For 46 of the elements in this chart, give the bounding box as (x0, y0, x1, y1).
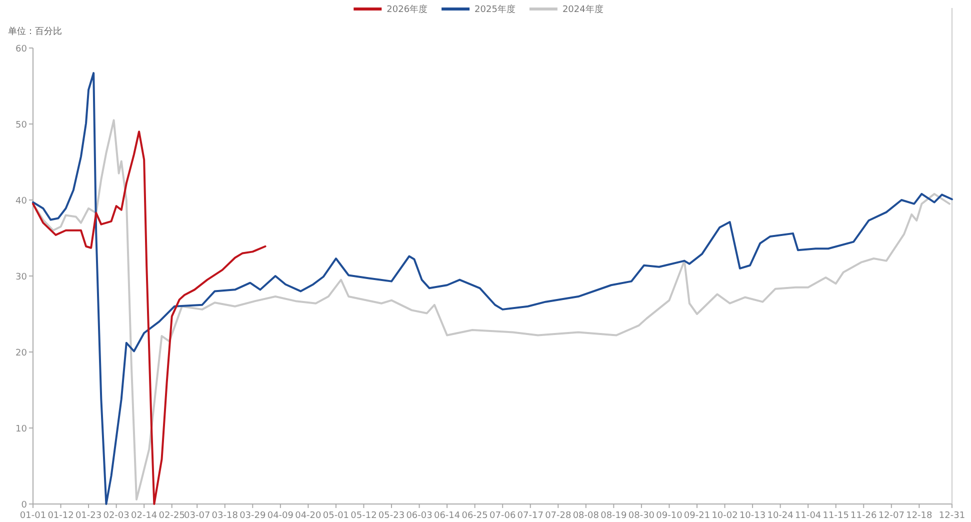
x-tick-label: 06-03 (406, 511, 432, 521)
x-tick-label: 10-24 (767, 511, 794, 521)
x-tick-label: 09-10 (656, 511, 683, 521)
x-tick-label: 11-26 (850, 511, 877, 521)
x-tick-label: 06-25 (462, 511, 488, 521)
y-tick-label: 30 (16, 272, 28, 282)
x-tick-label: 06-14 (434, 511, 460, 521)
x-tick-label: 05-01 (322, 511, 350, 521)
x-tick-label: 08-30 (628, 511, 655, 521)
x-tick-label: 03-07 (184, 511, 210, 521)
legend-label: 2025年度 (474, 4, 516, 15)
x-tick-label: 08-19 (600, 511, 628, 521)
y-tick-label: 50 (16, 120, 28, 130)
legend-label: 2024年度 (562, 4, 604, 15)
x-tick-label: 12-18 (906, 511, 933, 521)
x-tick-label: 07-06 (490, 511, 516, 521)
x-tick-label: 12-07 (878, 511, 904, 521)
x-tick-label: 08-08 (572, 511, 600, 521)
x-tick-label: 01-23 (75, 511, 102, 521)
x-tick-label: 02-25 (158, 511, 185, 521)
y-tick-label: 40 (16, 196, 28, 206)
x-tick-label: 04-09 (267, 511, 294, 521)
x-tick-label: 10-13 (739, 511, 766, 521)
x-tick-label: 03-29 (240, 511, 266, 521)
x-tick-label: 07-17 (517, 511, 544, 521)
x-tick-label: 02-03 (103, 511, 130, 521)
x-tick-label: 07-28 (545, 511, 572, 521)
line-series (32, 130, 266, 505)
y-tick-label: 20 (16, 348, 28, 358)
x-tick-label: 11-15 (822, 511, 849, 521)
y-tick-label: 0 (21, 500, 28, 510)
y-axis-title: 单位：百分比 (8, 26, 62, 37)
x-tick-label: 01-12 (48, 511, 74, 521)
y-tick-label: 10 (16, 424, 28, 434)
x-tick-label: 05-12 (350, 511, 377, 521)
x-tick-label: 09-21 (684, 511, 710, 521)
x-tick-label: 12-31 (938, 511, 966, 521)
x-tick-label: 03-18 (212, 511, 238, 521)
x-tick-label: 10-02 (712, 511, 738, 521)
x-tick-label: 04-20 (295, 511, 322, 521)
x-tick-label: 05-23 (378, 511, 405, 521)
x-tick-label: 01-01 (20, 511, 46, 521)
x-tick-label: 11-04 (795, 511, 822, 521)
x-tick-label: 02-14 (131, 511, 158, 521)
legend-label: 2026年度 (386, 4, 428, 15)
y-tick-label: 60 (16, 44, 28, 54)
